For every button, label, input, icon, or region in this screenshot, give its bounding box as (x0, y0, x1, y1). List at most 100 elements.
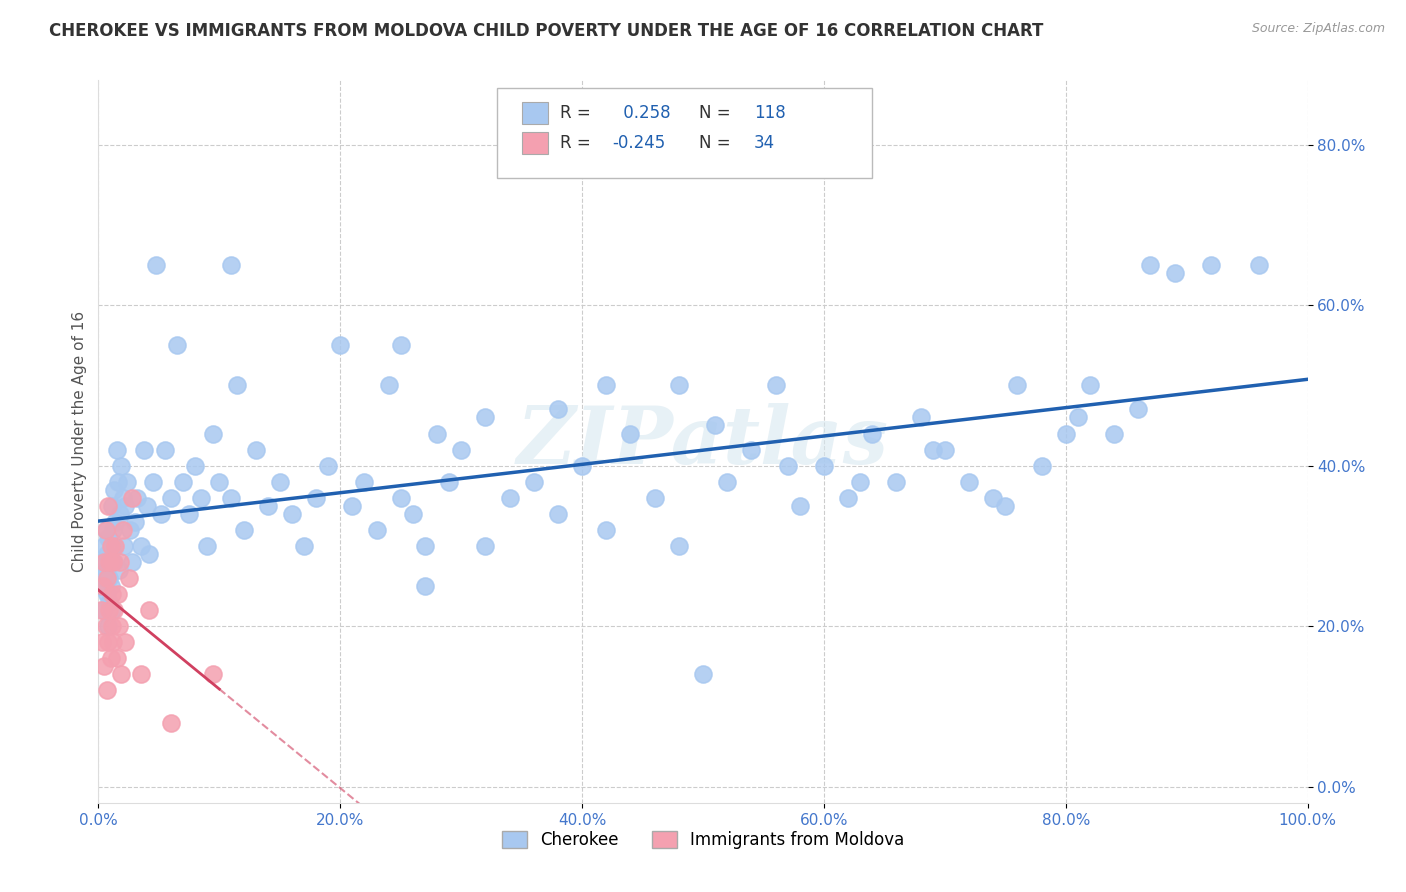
Point (135, 499, 157, 513)
Point (93, 659, 115, 673)
FancyBboxPatch shape (498, 87, 872, 178)
Point (94, 523, 117, 537)
Point (105, 651, 128, 665)
Point (114, 635, 136, 649)
Point (103, 555, 125, 569)
Point (1078, 378, 1101, 392)
Point (108, 507, 131, 521)
Point (100, 539, 122, 553)
Point (957, 475, 980, 489)
Legend: Cherokee, Immigrants from Moldova: Cherokee, Immigrants from Moldova (495, 824, 911, 856)
Point (316, 458, 339, 473)
Point (226, 378, 249, 392)
Point (474, 410, 496, 425)
Point (232, 523, 254, 537)
Point (179, 507, 201, 521)
Point (98, 603, 121, 617)
Point (97, 531, 120, 545)
Point (97, 619, 120, 633)
Point (160, 715, 183, 730)
Point (97, 635, 120, 649)
Text: R =: R = (561, 103, 596, 122)
Point (108, 563, 131, 577)
Point (329, 338, 352, 352)
Point (100, 603, 122, 617)
Point (94, 563, 117, 577)
Point (1163, 266, 1185, 280)
Point (498, 491, 520, 505)
Point (100, 579, 122, 593)
Bar (522, 132, 548, 154)
Text: 118: 118 (754, 103, 786, 122)
Point (1199, 258, 1222, 272)
Text: CHEROKEE VS IMMIGRANTS FROM MOLDOVA CHILD POVERTY UNDER THE AGE OF 16 CORRELATIO: CHEROKEE VS IMMIGRANTS FROM MOLDOVA CHIL… (49, 22, 1043, 40)
Point (91, 579, 114, 593)
Point (668, 539, 690, 553)
Point (97, 499, 120, 513)
Point (1249, 258, 1271, 272)
Point (111, 523, 134, 537)
Point (138, 547, 160, 561)
Point (96, 683, 118, 698)
Point (104, 515, 127, 529)
Point (172, 475, 194, 489)
Text: Source: ZipAtlas.com: Source: ZipAtlas.com (1251, 22, 1385, 36)
Point (413, 579, 436, 593)
Point (101, 555, 124, 569)
Text: R =: R = (561, 134, 596, 153)
Point (1128, 402, 1150, 417)
Point (91, 635, 114, 649)
Point (118, 571, 141, 585)
Point (134, 442, 156, 457)
Point (595, 378, 617, 392)
Point (190, 491, 212, 505)
Point (104, 539, 127, 553)
Point (366, 523, 388, 537)
Point (100, 619, 122, 633)
Text: N =: N = (699, 103, 737, 122)
Point (91, 603, 114, 617)
Point (112, 539, 135, 553)
Point (90, 579, 112, 593)
Point (166, 338, 188, 352)
Point (94, 523, 117, 537)
Point (221, 258, 243, 272)
Point (208, 475, 231, 489)
Point (934, 442, 956, 457)
Point (789, 499, 811, 513)
Point (389, 338, 412, 352)
Point (437, 475, 460, 489)
Point (103, 483, 125, 497)
Point (704, 418, 727, 433)
Point (96, 571, 118, 585)
Point (142, 475, 165, 489)
Point (118, 523, 141, 537)
Point (202, 426, 225, 441)
Point (96, 547, 118, 561)
Point (292, 539, 315, 553)
Point (101, 539, 124, 553)
Point (110, 667, 132, 681)
Point (547, 507, 569, 521)
Point (389, 491, 412, 505)
Point (426, 426, 449, 441)
Point (402, 507, 425, 521)
Point (96, 587, 118, 601)
Point (523, 475, 546, 489)
Point (114, 499, 136, 513)
Point (98, 555, 121, 569)
Point (91, 555, 114, 569)
Point (595, 523, 617, 537)
Point (1067, 410, 1090, 425)
Point (450, 442, 472, 457)
Point (107, 587, 129, 601)
Point (94, 619, 117, 633)
Point (221, 491, 243, 505)
Point (921, 442, 943, 457)
Point (160, 491, 183, 505)
Point (668, 378, 690, 392)
Point (121, 555, 143, 569)
Text: N =: N = (699, 134, 737, 153)
Point (100, 587, 122, 601)
Point (101, 635, 124, 649)
